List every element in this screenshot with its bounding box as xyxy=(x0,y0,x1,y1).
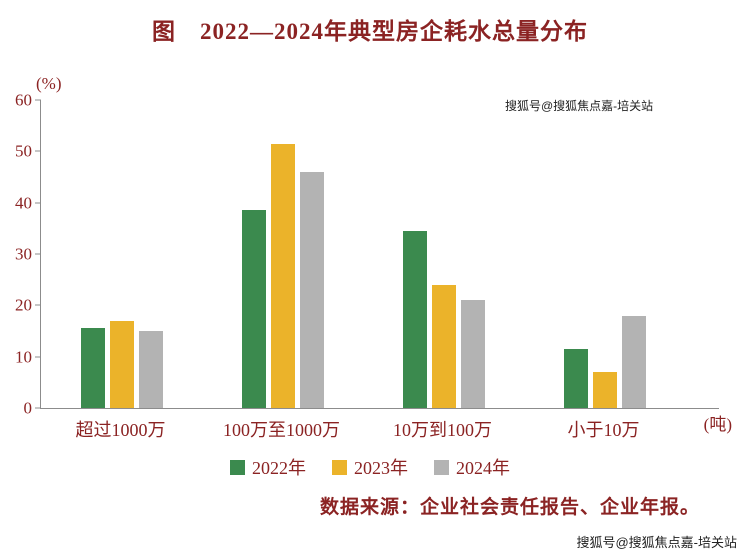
legend-swatch xyxy=(230,459,245,475)
legend: 2022年 2023年 2024年 xyxy=(0,454,740,480)
source-note: 数据来源：企业社会责任报告、企业年报。 xyxy=(319,497,700,518)
y-tick-label: 0 xyxy=(23,398,33,418)
bar-2022年 xyxy=(563,348,588,408)
watermark-top: 搜狐号@搜狐焦点嘉-培关站 xyxy=(505,99,654,113)
x-axis-unit-label: (吨) xyxy=(703,415,732,434)
y-tick-mark xyxy=(35,304,41,306)
bar-2022年 xyxy=(402,230,427,408)
y-tick-mark xyxy=(35,253,41,255)
bar-groups xyxy=(41,100,685,408)
x-category-label: 100万至1000万 xyxy=(223,420,340,440)
plot-area: 0 10 20 30 40 50 60 xyxy=(15,92,719,417)
y-tick-mark xyxy=(35,356,41,358)
bar-2022年 xyxy=(241,210,266,408)
x-category-label: 小于10万 xyxy=(567,420,640,440)
legend-label: 2023年 xyxy=(354,458,408,478)
x-category-label: 10万到100万 xyxy=(393,420,492,440)
bar-2024年 xyxy=(138,331,163,408)
bar-2024年 xyxy=(299,171,324,408)
y-tick-mark xyxy=(35,150,41,152)
legend-swatch xyxy=(332,459,347,475)
x-axis-labels: 超过1000万 100万至1000万 10万到100万 小于10万 xyxy=(40,416,684,442)
bar-group xyxy=(524,100,685,408)
legend-label: 2022年 xyxy=(252,458,306,478)
bar-2023年 xyxy=(109,320,134,408)
bar-2023年 xyxy=(270,143,295,408)
legend-item-2022年: 2022年 xyxy=(230,454,306,480)
y-tick-label: 10 xyxy=(15,347,32,367)
y-tick-mark xyxy=(35,99,41,101)
legend-item-2024年: 2024年 xyxy=(434,454,510,480)
bar-group xyxy=(363,100,524,408)
bar-2023年 xyxy=(431,284,456,408)
bar-2024年 xyxy=(460,300,485,408)
bar-2024年 xyxy=(621,315,646,408)
bar-2022年 xyxy=(80,328,105,408)
legend-swatch xyxy=(434,459,449,475)
chart-title: 图 2022—2024年典型房企耗水总量分布 xyxy=(152,19,588,44)
y-tick-label: 40 xyxy=(15,193,32,213)
y-tick-mark xyxy=(35,407,41,409)
legend-item-2023年: 2023年 xyxy=(332,454,408,480)
bar-group xyxy=(41,100,202,408)
y-tick-label: 30 xyxy=(15,244,32,264)
legend-label: 2024年 xyxy=(456,458,510,478)
watermark-bottom: 搜狐号@搜狐焦点嘉-培关站 xyxy=(576,535,737,550)
x-category-label: 超过1000万 xyxy=(75,420,166,440)
y-axis-unit-label: (%) xyxy=(36,74,62,93)
bar-2023年 xyxy=(592,372,617,408)
y-tick-label: 60 xyxy=(15,90,32,110)
bar-group xyxy=(202,100,363,408)
y-tick-label: 50 xyxy=(15,141,32,161)
y-tick-mark xyxy=(35,202,41,204)
y-tick-label: 20 xyxy=(15,295,32,315)
